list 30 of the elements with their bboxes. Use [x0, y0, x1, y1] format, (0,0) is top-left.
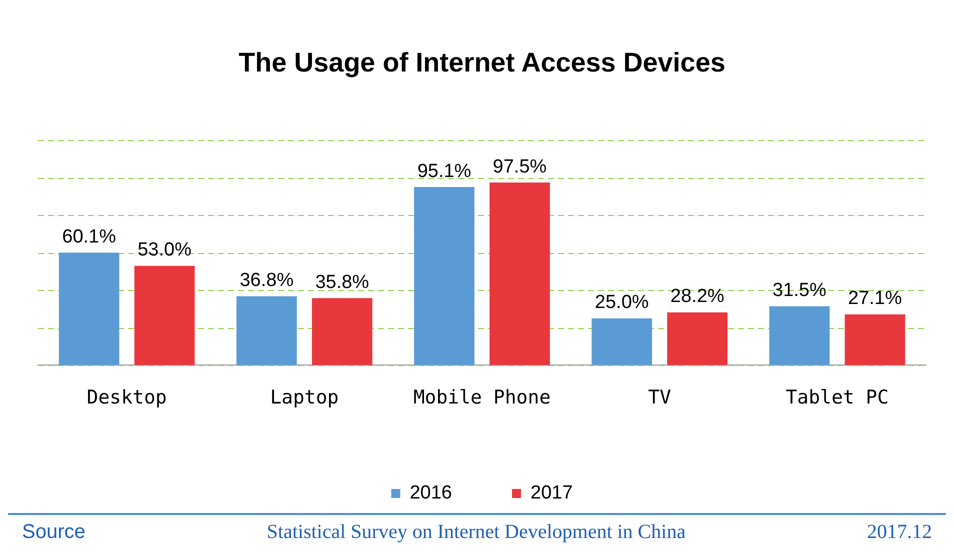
data-label: 28.2%: [670, 286, 724, 308]
bar: [667, 312, 728, 366]
legend-label: 2017: [530, 482, 573, 504]
bar: [490, 182, 550, 366]
bar: [312, 298, 372, 366]
bar: [592, 318, 652, 366]
bar: [769, 306, 830, 366]
data-label: 27.1%: [848, 288, 902, 310]
bar: [414, 187, 474, 366]
data-label: 60.1%: [62, 226, 116, 248]
data-label: 97.5%: [492, 156, 547, 178]
text: 2017.12: [867, 521, 932, 544]
x-tick-label: Desktop: [86, 386, 167, 409]
x-tick-label: Tablet PC: [786, 386, 889, 409]
bar: [134, 266, 195, 366]
data-label: 36.8%: [240, 270, 294, 291]
bar: [844, 314, 906, 366]
data-label: 31.5%: [772, 280, 826, 301]
x-tick-label: Laptop: [270, 386, 339, 409]
data-label: 25.0%: [594, 292, 649, 314]
bar: [58, 252, 120, 366]
text: Source: [22, 521, 86, 544]
text: Statistical Survey on Internet Development in China: [266, 521, 686, 544]
legend-label: 2016: [410, 482, 452, 504]
x-tick-label: TV: [648, 386, 672, 409]
data-label: 95.1%: [417, 160, 472, 182]
bar: [236, 296, 297, 366]
x-tick-label: Mobile Phone: [413, 386, 551, 409]
data-label: 35.8%: [315, 272, 370, 293]
chart-title: The Usage of Internet Access Devices: [238, 48, 726, 78]
